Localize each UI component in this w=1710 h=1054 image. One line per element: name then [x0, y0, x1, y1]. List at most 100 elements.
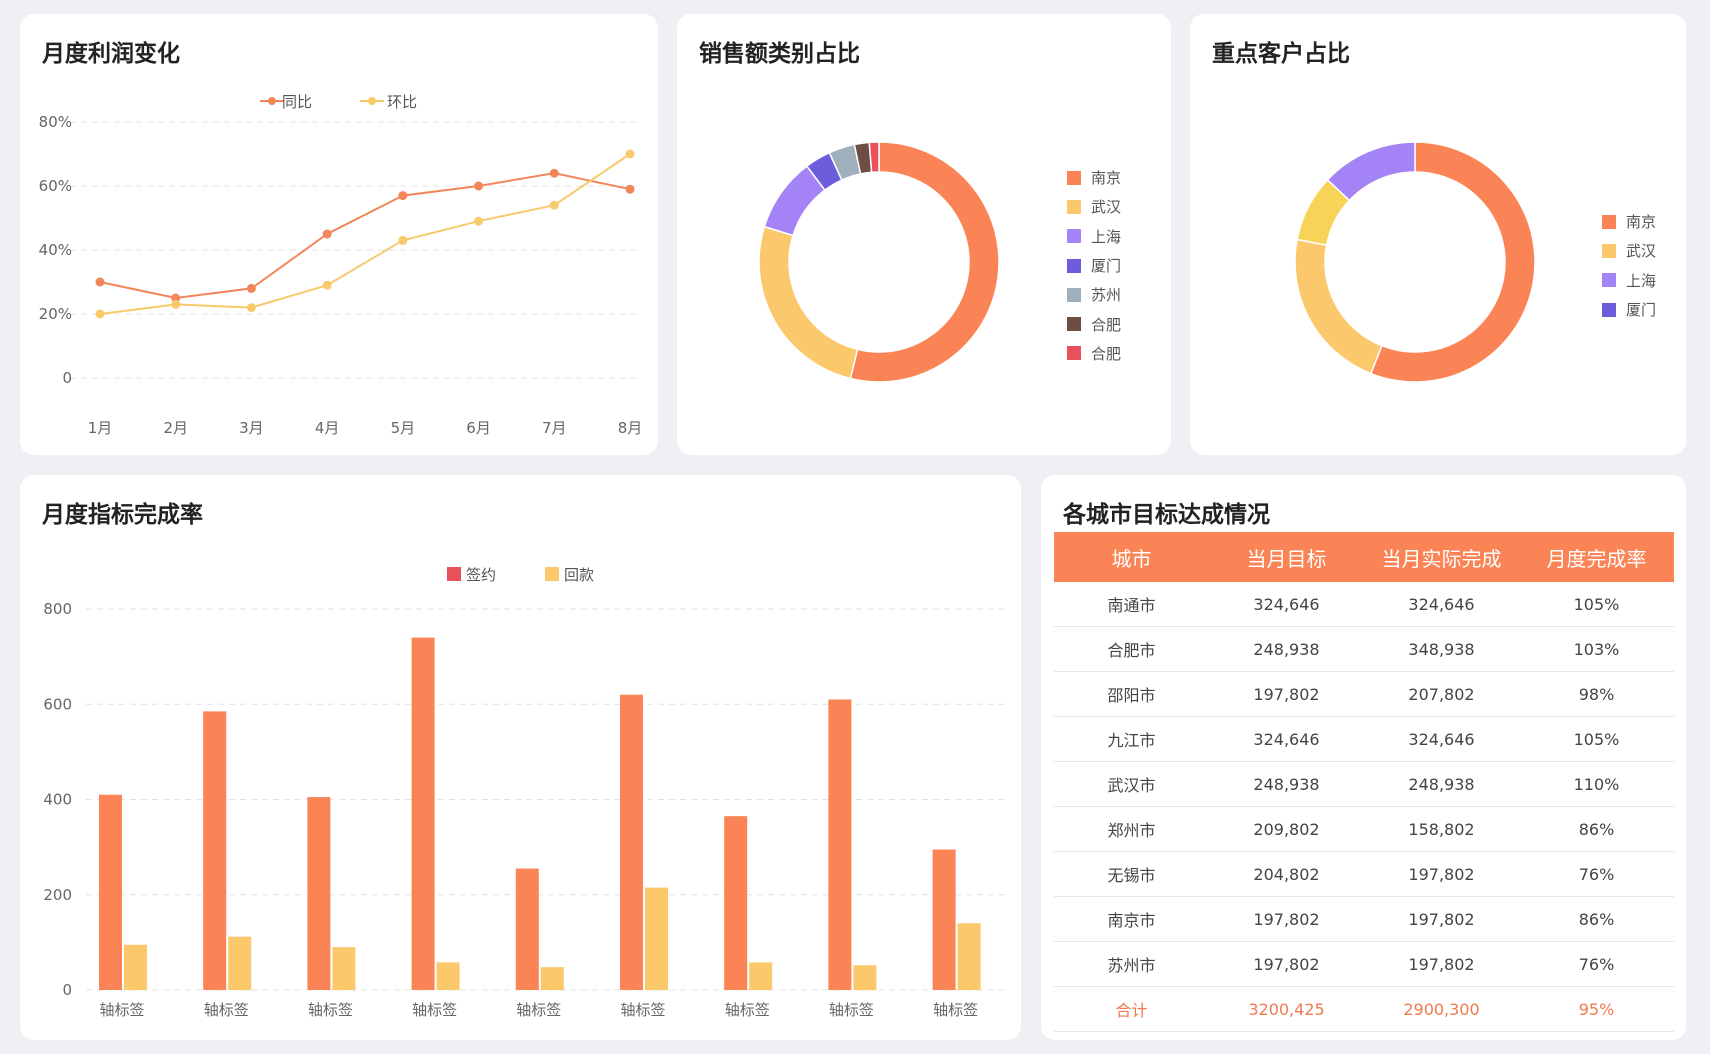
- legend-swatch: [1067, 199, 1081, 214]
- legend-item: 合肥: [1067, 309, 1121, 338]
- donut-slice: [868, 141, 880, 174]
- donut-slice: [1294, 238, 1383, 375]
- bar: [436, 962, 460, 990]
- cell-actual: 197,802: [1364, 851, 1519, 897]
- y-tick-label: 60%: [39, 177, 72, 195]
- x-tick-label: 轴标签: [412, 1001, 457, 1019]
- bar: [332, 947, 356, 990]
- cell-target: 209,802: [1209, 806, 1364, 852]
- data-point: [246, 283, 256, 293]
- y-tick-label: 80%: [39, 113, 72, 131]
- profit-line-chart: 0 20% 40% 60% 80% 1月 2月 3月 4月 5月 6月 7月 8月 同比 环比: [39, 93, 643, 437]
- cell-actual: 324,646: [1364, 716, 1519, 762]
- table-row: 邵阳市 197,802 207,802 98%: [1054, 671, 1674, 717]
- data-point: [474, 216, 484, 226]
- key-customer-legend: 南京 武汉 上海 厦门: [1602, 207, 1656, 324]
- total-rate: 95%: [1519, 986, 1674, 1032]
- city-target-title: 各城市目标达成情况: [1063, 502, 1270, 528]
- header-city: 城市: [1054, 532, 1209, 582]
- legend-label: 合肥: [1091, 344, 1122, 363]
- legend-item: 合肥: [1067, 339, 1121, 368]
- cell-rate: 76%: [1519, 851, 1674, 897]
- table-row: 苏州市 197,802 197,802 76%: [1054, 941, 1674, 987]
- cell-city: 九江市: [1054, 716, 1209, 762]
- data-point: [549, 200, 559, 210]
- cell-actual: 248,938: [1364, 761, 1519, 807]
- cell-actual: 197,802: [1364, 896, 1519, 942]
- total-actual: 2900,300: [1364, 986, 1519, 1032]
- cell-target: 324,646: [1209, 582, 1364, 627]
- city-target-table: 城市 当月目标 当月实际完成 月度完成率 南通市 324,646 324,646 10…: [1054, 532, 1674, 1032]
- series-line: [99, 153, 631, 315]
- x-tick-label: 4月: [315, 419, 340, 437]
- y-tick-label: 600: [43, 695, 72, 713]
- data-point: [171, 293, 181, 303]
- legend-label: 武汉: [1091, 198, 1122, 217]
- table-row: 南京市 197,802 197,802 86%: [1054, 896, 1674, 942]
- y-tick-label: 40%: [39, 241, 72, 259]
- table-row: 郑州市 209,802 158,802 86%: [1054, 806, 1674, 852]
- cell-rate: 98%: [1519, 671, 1674, 717]
- cell-rate: 105%: [1519, 716, 1674, 762]
- sales-category-legend: 南京 武汉 上海 厦门 苏州 合肥 合肥: [1067, 163, 1121, 368]
- legend-swatch: [1602, 243, 1616, 258]
- legend-label: 签约: [466, 566, 496, 584]
- bar: [99, 794, 122, 990]
- data-point: [95, 277, 105, 287]
- x-tick-label: 轴标签: [829, 1001, 874, 1019]
- y-tick-label: 400: [43, 791, 72, 809]
- cell-rate: 86%: [1519, 806, 1674, 852]
- legend-item: 武汉: [1602, 236, 1656, 265]
- legend-swatch: [1067, 287, 1081, 302]
- x-tick-label: 6月: [466, 419, 491, 437]
- data-point: [625, 149, 635, 159]
- legend-swatch: [1067, 229, 1081, 244]
- donut-slice: [1326, 141, 1416, 202]
- sales-category-card: 销售额类别占比 南京 武汉 上海 厦门 苏州 合肥 合肥: [677, 14, 1171, 455]
- table-row: 武汉市 248,938 248,938 110%: [1054, 761, 1674, 807]
- city-target-card: 各城市目标达成情况 城市 当月目标 当月实际完成 月度完成率 南通市 324,64…: [1041, 475, 1686, 1040]
- profit-line-card: 月度利润变化 0 20% 40% 60% 80% 1月 2月 3月 4月 5月 6月 7月 8月 同比 环比: [20, 14, 658, 455]
- legend-label: 上海: [1626, 271, 1657, 290]
- bar: [307, 797, 331, 990]
- cell-city: 南通市: [1054, 582, 1209, 627]
- table-header-row: 城市 当月目标 当月实际完成 月度完成率: [1054, 532, 1674, 582]
- x-tick-label: 轴标签: [204, 1001, 249, 1019]
- cell-target: 248,938: [1209, 761, 1364, 807]
- data-point: [549, 168, 559, 178]
- legend-item: 武汉: [1067, 192, 1121, 221]
- bar: [645, 887, 668, 990]
- cell-target: 204,802: [1209, 851, 1364, 897]
- cell-rate: 103%: [1519, 626, 1674, 672]
- bar: [228, 936, 252, 990]
- bar: [749, 962, 773, 990]
- legend-item: 上海: [1067, 222, 1121, 251]
- x-tick-label: 轴标签: [620, 1001, 665, 1019]
- donut-slice: [758, 225, 859, 380]
- monthly-target-title: 月度指标完成率: [42, 502, 203, 528]
- x-tick-label: 轴标签: [933, 1001, 978, 1019]
- data-point: [171, 299, 181, 309]
- x-tick-label: 1月: [88, 419, 113, 437]
- cell-city: 无锡市: [1054, 851, 1209, 897]
- x-tick-label: 7月: [542, 419, 567, 437]
- monthly-target-card: 月度指标完成率 0 200 400 600 800 轴标签 轴标签 轴标签 轴标签 轴标签 轴标签 轴…: [20, 475, 1021, 1040]
- legend-label: 南京: [1091, 169, 1122, 188]
- key-customer-card: 重点客户占比 南京 武汉 上海 厦门: [1190, 14, 1686, 455]
- x-tick-label: 3月: [239, 419, 264, 437]
- sales-category-donut: [758, 141, 1000, 383]
- cell-target: 197,802: [1209, 671, 1364, 717]
- bar: [828, 699, 852, 990]
- table-row: 南通市 324,646 324,646 105%: [1054, 582, 1674, 627]
- cell-city: 郑州市: [1054, 806, 1209, 852]
- header-actual: 当月实际完成: [1364, 532, 1519, 582]
- bar: [124, 944, 147, 990]
- legend-label: 厦门: [1626, 301, 1657, 320]
- cell-city: 合肥市: [1054, 626, 1209, 672]
- cell-actual: 197,802: [1364, 941, 1519, 987]
- cell-rate: 110%: [1519, 761, 1674, 807]
- data-point: [625, 184, 635, 194]
- donut-slice: [849, 141, 1000, 383]
- bar: [853, 965, 877, 990]
- cell-rate: 76%: [1519, 941, 1674, 987]
